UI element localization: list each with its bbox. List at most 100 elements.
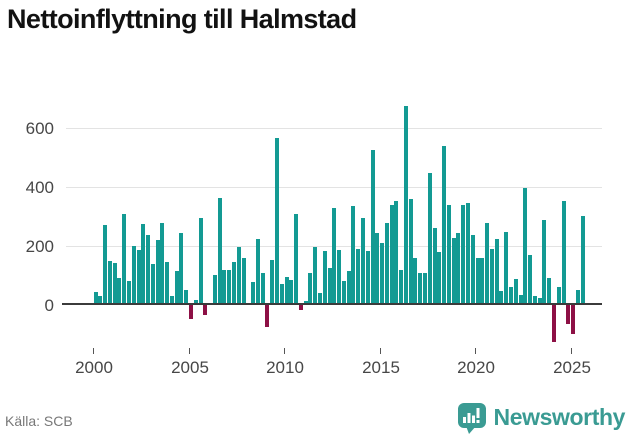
bar-2011K4 [317, 293, 322, 305]
bar-2010K1 [284, 277, 289, 305]
gridline-400 [66, 187, 602, 188]
bar-2013K4 [356, 249, 361, 305]
chart-title: Nettoinflyttning till Halmstad [7, 4, 357, 34]
bar-2009K2 [270, 260, 275, 305]
gridline-600 [66, 128, 602, 129]
bar-2023K3 [542, 220, 547, 305]
bar-2020K4 [489, 249, 494, 305]
bar-2002K3 [141, 224, 146, 305]
bar-2018K3 [446, 205, 451, 305]
bar-2009K4 [279, 284, 284, 305]
newsworthy-brand: Newsworthy [457, 401, 625, 434]
bar-2011K2 [308, 273, 313, 305]
bar-2019K3 [466, 203, 470, 305]
bar-2025K3 [580, 216, 585, 305]
bar-2014K3 [370, 150, 375, 305]
bar-2007K3 [236, 247, 241, 305]
bar-2010K3 [294, 214, 299, 305]
bar-2019K1 [456, 233, 461, 305]
bar-2018K2 [442, 146, 447, 305]
bar-2017K4 [432, 228, 437, 305]
bar-2015K2 [384, 223, 389, 305]
bar-2017K1 [418, 273, 423, 305]
bar-2005K2 [193, 300, 198, 305]
bar-2010K4 [298, 305, 303, 310]
bar-2023K4 [547, 278, 552, 305]
bar-2013K1 [341, 281, 346, 305]
x-axis-label-2020: 2020 [457, 358, 495, 377]
bar-2018K4 [451, 238, 456, 305]
x-axis-label-2025: 2025 [553, 358, 591, 377]
x-tickmark-2020 [475, 348, 476, 354]
bar-2023K1 [532, 296, 537, 305]
bar-2000K1 [93, 292, 98, 305]
bar-2006K3 [217, 198, 222, 305]
bar-2020K2 [480, 258, 485, 305]
bar-2022K4 [528, 255, 532, 305]
bar-2023K2 [537, 298, 542, 305]
bar-2024K3 [561, 201, 566, 305]
bar-2025K1 [571, 305, 575, 334]
bar-2007K1 [227, 270, 232, 305]
bar-2016K3 [408, 199, 413, 305]
y-axis-label-200: 200 [25, 237, 54, 256]
bar-2017K3 [427, 173, 432, 305]
bar-2012K3 [332, 208, 337, 305]
bar-2011K3 [313, 247, 318, 305]
x-axis-label-2015: 2015 [362, 358, 400, 377]
bar-2012K4 [337, 250, 341, 305]
bar-2019K2 [461, 205, 466, 305]
y-axis-label-400: 400 [25, 178, 54, 197]
bar-2020K3 [485, 223, 490, 305]
y-axis-label-600: 600 [25, 119, 54, 138]
bar-2000K2 [98, 296, 103, 305]
bar-2002K4 [146, 235, 150, 305]
bar-2016K1 [399, 270, 404, 305]
bar-2002K2 [136, 250, 141, 305]
bar-2004K2 [174, 271, 179, 305]
bar-2021K4 [508, 287, 513, 305]
bar-2024K1 [551, 305, 556, 342]
bar-2008K4 [260, 273, 265, 305]
bar-2022K3 [523, 188, 528, 305]
bar-2012K1 [322, 251, 327, 305]
bar-2019K4 [470, 235, 475, 305]
x-axis-label-2005: 2005 [171, 358, 209, 377]
source-label: Källa: SCB [5, 413, 73, 429]
bar-2001K4 [126, 281, 131, 305]
bar-2010K2 [289, 280, 294, 305]
bar-2008K3 [255, 239, 260, 305]
bar-2001K1 [112, 263, 117, 305]
bar-2022K1 [513, 279, 518, 305]
bar-2003K3 [160, 223, 165, 305]
bar-2004K4 [184, 290, 189, 305]
bar-2006K2 [212, 275, 217, 305]
x-tickmark-2025 [571, 348, 572, 354]
bar-2001K3 [122, 214, 127, 305]
bar-2017K2 [423, 273, 427, 305]
bar-2015K3 [389, 205, 394, 305]
bar-2015K1 [380, 243, 384, 305]
bar-2003K4 [165, 262, 170, 305]
bar-2021K3 [504, 232, 509, 305]
bar-2016K2 [403, 106, 408, 305]
bar-2003K2 [155, 240, 160, 305]
bar-2005K1 [189, 305, 193, 319]
bar-2014K2 [365, 251, 370, 305]
y-axis-label-0: 0 [44, 296, 54, 315]
bar-2002K1 [131, 246, 136, 305]
bar-2007K2 [232, 262, 236, 305]
x-axis-label-2000: 2000 [75, 358, 113, 377]
bar-2008K2 [251, 282, 256, 305]
bar-2012K2 [327, 268, 332, 305]
bar-2006K4 [222, 270, 227, 305]
bar-2004K3 [179, 233, 184, 305]
bar-2015K4 [394, 201, 399, 305]
bar-2013K2 [346, 271, 351, 305]
bar-2025K2 [575, 290, 580, 305]
newsworthy-logo-icon [457, 401, 487, 434]
bar-2014K4 [375, 233, 380, 305]
bar-2024K4 [566, 305, 571, 324]
newsworthy-wordmark: Newsworthy [493, 404, 626, 430]
bar-2005K3 [198, 218, 203, 305]
